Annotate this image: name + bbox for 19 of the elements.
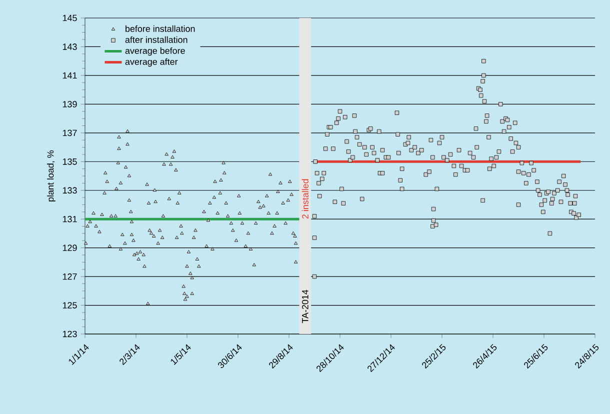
y-tick-label: 145 [62,14,77,22]
y-tick-label: 133 [62,187,77,194]
y-tick-label: 129 [62,244,77,251]
legend-label: before installation [126,25,195,32]
y-tick-label: 141 [62,72,77,79]
y-tick-label: 143 [62,44,77,50]
legend-label: after installation [125,36,188,43]
y-tick-label: 137 [62,130,77,136]
annotation: 2 installed [302,179,308,219]
legend-label: average after [125,58,178,67]
y-tick-label: 125 [62,302,77,308]
y-tick-label: 135 [62,158,77,165]
y-tick-label: 131 [62,216,77,222]
y-tick-label: 127 [62,273,77,280]
y-tick-label: 139 [62,101,77,108]
band-label: TA-2014 [302,290,308,324]
y-axis-title: plant load, % [47,150,56,202]
y-tick-label: 123 [62,330,77,338]
legend-label: average before [125,47,185,56]
